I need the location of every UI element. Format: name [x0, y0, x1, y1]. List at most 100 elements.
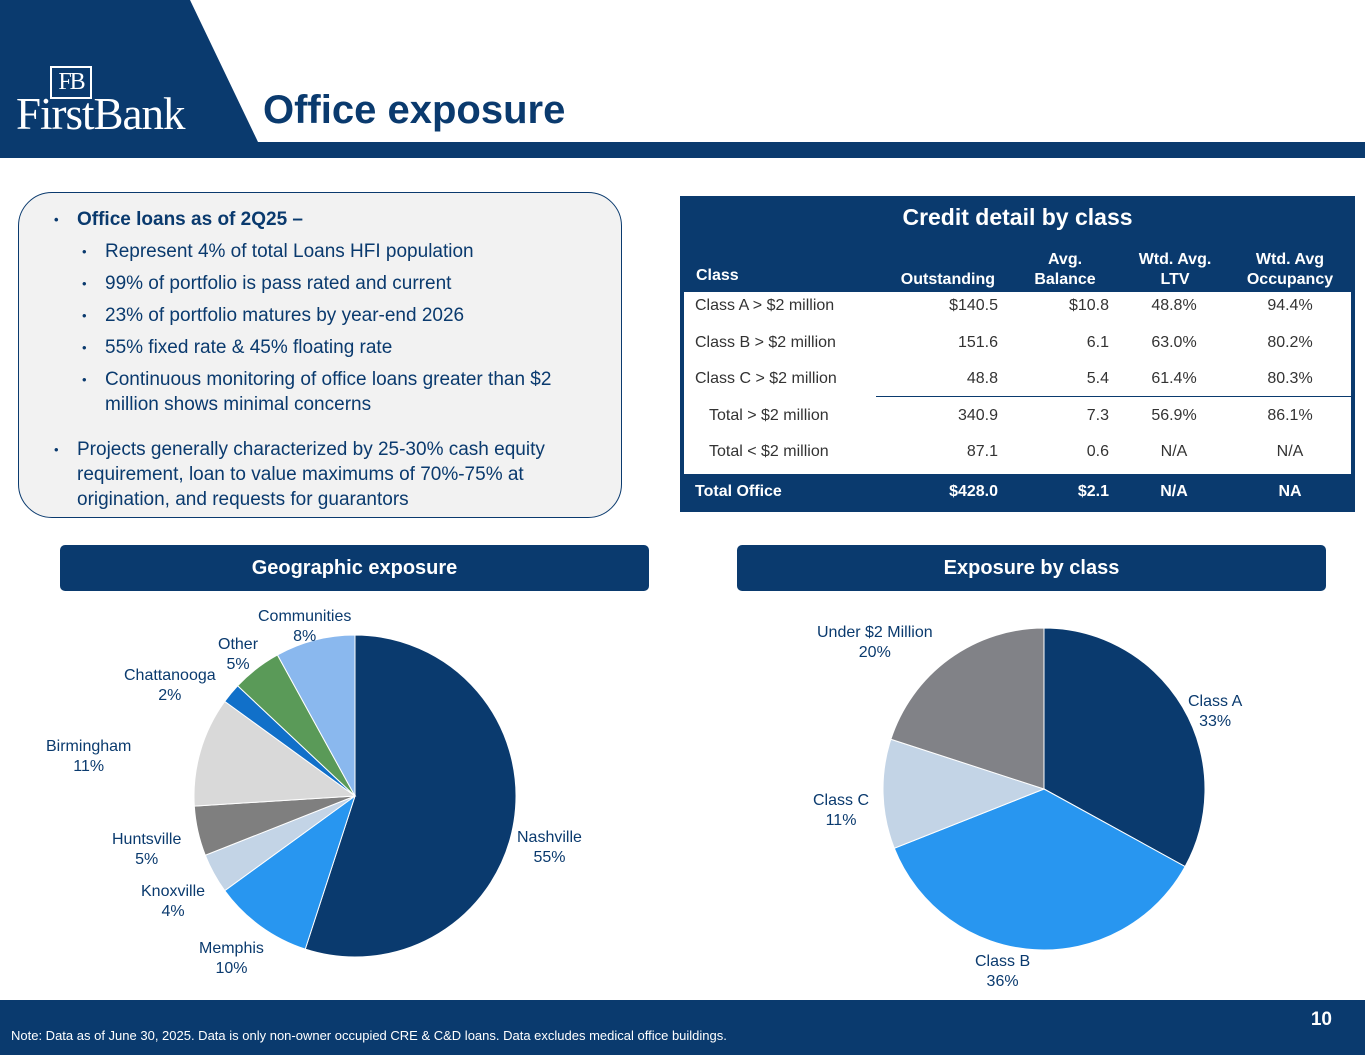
pie-label-birmingham: Birmingham 11%	[46, 737, 131, 777]
bullet-main-1: • Office loans as of 2Q25 –	[54, 207, 303, 232]
sub-bullet: • 99% of portfolio is pass rated and cur…	[82, 271, 452, 296]
table-divider	[876, 396, 1351, 397]
table-cell: 63.0%	[1151, 334, 1197, 351]
pie-label-chattanooga: Chattanooga 2%	[124, 666, 216, 706]
table-cell: 0.6	[1086, 443, 1109, 460]
table-cell: $140.5	[949, 297, 998, 314]
pie-label-nashville: Nashville 55%	[517, 828, 582, 868]
pie-label-name: Class B	[975, 953, 1031, 970]
table-cell-class: Total Office	[695, 483, 782, 500]
header-banner	[0, 0, 1365, 158]
pie-slice-memphis	[224, 794, 356, 950]
table-cell: $10.8	[1068, 297, 1109, 314]
table-cell-class: Class B > $2 million	[695, 334, 836, 351]
pie-label-name: Huntsville	[112, 831, 182, 848]
summary-box: • Office loans as of 2Q25 – • Represent …	[18, 192, 622, 518]
sub-bullet: • Continuous monitoring of office loans …	[82, 367, 552, 417]
pie-slice-birmingham	[193, 700, 357, 807]
sub-bullet-text: 23% of portfolio matures by year-end 202…	[105, 305, 465, 326]
bullet-dot-icon: •	[82, 372, 87, 387]
pie-label-name: Memphis	[199, 940, 264, 957]
table-cell: 48.8%	[1151, 297, 1197, 314]
pie-label-value: 36%	[986, 973, 1019, 990]
table-body: Class A > $2 million $140.5 $10.8 48.8% …	[684, 292, 1351, 474]
bullet-main-2-line: Projects generally characterized by 25-3…	[77, 439, 545, 460]
bullet-dot-icon: •	[82, 340, 87, 355]
pie-slice-class-c	[882, 738, 1046, 849]
pie-label-under-2m: Under $2 Million 20%	[817, 623, 933, 663]
credit-detail-table: Credit detail by class Class Outstanding…	[680, 196, 1355, 512]
pie-label-class-a: Class A 33%	[1188, 692, 1242, 732]
table-cell: 5.4	[1086, 370, 1109, 387]
pie-label-name: Class C	[813, 792, 870, 809]
table-cell: 56.9%	[1151, 407, 1197, 424]
col-header-avg-balance: Avg. Balance	[1020, 250, 1110, 290]
pie-label-value: 10%	[215, 960, 248, 977]
table-total-row: Total Office $428.0 $2.1 N/A NA	[684, 474, 1351, 512]
table-cell: $428.0	[949, 483, 998, 500]
col-header-outstanding: Outstanding	[900, 271, 995, 288]
pie-label-name: Under $2 Million	[817, 624, 933, 641]
pie-slice-communities	[276, 634, 356, 797]
pie-label-name: Class A	[1188, 693, 1243, 710]
pie-label-name: Other	[218, 636, 259, 653]
pie-label-name: Communities	[258, 608, 352, 625]
bullet-dot-icon: •	[82, 308, 87, 323]
pie-label-name: Nashville	[517, 829, 582, 846]
table-cell-class: Total > $2 million	[709, 407, 829, 424]
sub-bullet-text: Continuous monitoring of office loans gr…	[105, 369, 552, 390]
bullet-main-1-text: Office loans as of 2Q25 –	[77, 209, 303, 230]
pie-label-class-b: Class B 36%	[975, 952, 1030, 992]
table-cell: 61.4%	[1151, 370, 1197, 387]
table-cell: N/A	[1160, 443, 1188, 460]
footer-note: Note: Data as of June 30, 2025. Data is …	[11, 1028, 727, 1043]
logo-text: FirstBank	[16, 89, 186, 139]
pie-label-knoxville: Knoxville 4%	[141, 882, 205, 922]
pie-slice-class-b	[893, 788, 1186, 951]
table-title: Credit detail by class	[902, 204, 1133, 230]
table-cell: NA	[1278, 483, 1302, 500]
header: FB FirstBank Office exposure	[0, 0, 1365, 158]
bullet-main-2: • Projects generally characterized by 25…	[54, 437, 545, 512]
pie-label-value: 11%	[825, 812, 857, 829]
pie-label-huntsville: Huntsville 5%	[112, 830, 181, 870]
sub-bullet: • 23% of portfolio matures by year-end 2…	[82, 303, 465, 328]
sub-bullet: • Represent 4% of total Loans HFI popula…	[82, 239, 474, 264]
pie-slice-class-a	[1043, 627, 1206, 868]
pie-label-other: Other 5%	[218, 635, 258, 675]
pie-slice-under-2-million	[890, 627, 1045, 790]
bullet-main-2-line: requirement, loan to value maximums of 7…	[77, 464, 524, 485]
bullet-dot-icon: •	[54, 212, 59, 227]
table-cell: 151.6	[957, 334, 998, 351]
pie-label-value: 55%	[533, 849, 566, 866]
class-pie-chart	[882, 627, 1206, 951]
geographic-pie-chart	[193, 634, 517, 958]
sub-bullet-text: 55% fixed rate & 45% floating rate	[105, 337, 393, 358]
pie-label-name: Knoxville	[141, 883, 206, 900]
pie-label-value: 4%	[161, 903, 185, 920]
table-cell-class: Class C > $2 million	[695, 370, 837, 387]
table-cell: 94.4%	[1267, 297, 1313, 314]
table-cell-class: Class A > $2 million	[695, 297, 835, 314]
bullet-dot-icon: •	[82, 276, 87, 291]
pie-label-name: Chattanooga	[124, 667, 216, 684]
bullet-dot-icon: •	[82, 244, 87, 259]
pie-label-class-c: Class C 11%	[813, 791, 869, 831]
sub-bullet-text: 99% of portfolio is pass rated and curre…	[105, 273, 452, 294]
col-header-ltv: Wtd. Avg. LTV	[1125, 250, 1225, 290]
pie-label-value: 11%	[73, 758, 105, 775]
sub-bullet-text-cont: million shows minimal concerns	[105, 394, 372, 415]
pie-label-communities: Communities 8%	[258, 607, 351, 647]
table-cell: N/A	[1160, 483, 1188, 500]
col-header-occupancy: Wtd. Avg Occupancy	[1240, 250, 1340, 290]
table-cell: 6.1	[1086, 334, 1109, 351]
table-cell: 80.2%	[1267, 334, 1313, 351]
table-cell: 80.3%	[1267, 370, 1313, 387]
table-cell: 87.1	[966, 443, 998, 460]
pie-label-value: 8%	[293, 628, 317, 645]
sub-bullet-text: Represent 4% of total Loans HFI populati…	[105, 241, 474, 262]
section-header-geographic: Geographic exposure	[60, 545, 649, 591]
col-header-text: Wtd. Avg	[1255, 251, 1325, 268]
pie-label-value: 20%	[858, 644, 891, 661]
col-header-text: Occupancy	[1246, 271, 1334, 288]
